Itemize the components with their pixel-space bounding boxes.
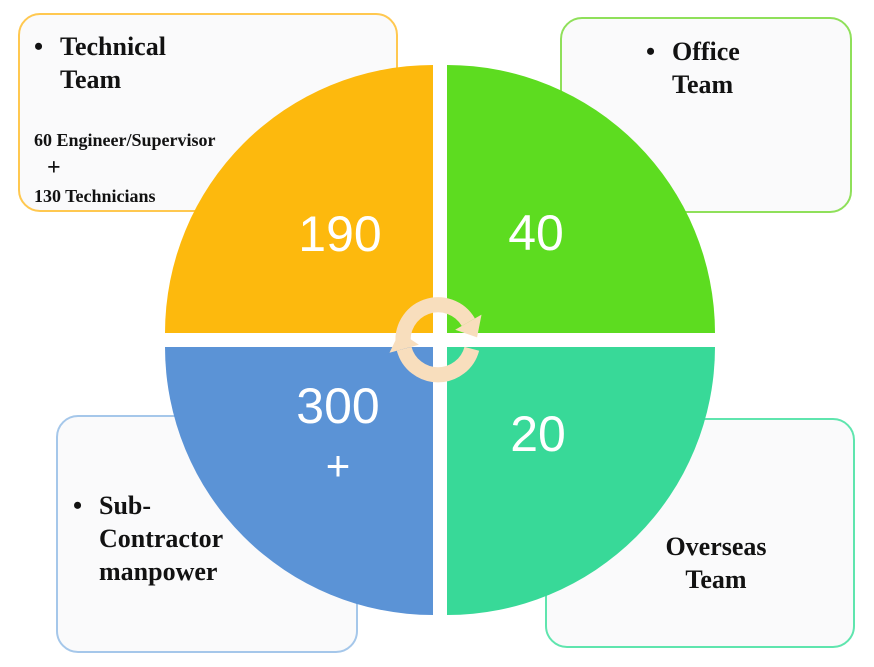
cycle-bottom-arrowhead — [389, 331, 419, 353]
title-line: Technical — [60, 32, 166, 61]
bullet-icon: • — [34, 32, 44, 61]
cycle-bottom-arc — [396, 346, 480, 383]
subcontractor-value-plus: + — [325, 442, 351, 489]
overseas-value: 20 — [510, 406, 566, 462]
subcontractor-title-lines: Sub- Contractor manpower — [99, 489, 223, 588]
bullet-icon: • — [646, 37, 656, 66]
title-line: Contractor — [99, 524, 224, 553]
office-team-title: • Office Team — [646, 35, 850, 101]
subcontractor-value: 300 — [296, 378, 380, 434]
detail-technicians: 130 Technicians — [34, 186, 156, 206]
title-line: Team — [60, 65, 122, 94]
office-team-title-lines: Office Team — [672, 35, 740, 101]
title-line: Sub- — [99, 491, 152, 520]
title-line: Team — [672, 70, 734, 99]
cycle-top-arc — [395, 297, 475, 348]
cycle-top-arrowhead — [455, 314, 482, 338]
title-line: manpower — [99, 557, 218, 586]
cycle-arrows-icon — [389, 297, 482, 383]
title-line: Overseas — [665, 532, 767, 561]
subcontractor-title: • Sub- Contractor manpower — [73, 489, 356, 588]
overseas-team-title-lines: Overseas Team — [609, 530, 823, 596]
technical-team-details: 60 Engineer/Supervisor + 130 Technicians — [34, 126, 396, 210]
title-line: Team — [685, 565, 747, 594]
detail-plus-sign: + — [47, 155, 61, 181]
technical-value: 190 — [298, 206, 382, 262]
bullet-icon: • — [73, 491, 83, 520]
detail-engineers: 60 Engineer/Supervisor — [34, 130, 216, 150]
title-line: Office — [672, 37, 740, 66]
office-value: 40 — [508, 205, 564, 261]
technical-team-title: • Technical Team — [34, 30, 396, 96]
technical-team-title-lines: Technical Team — [60, 30, 166, 96]
